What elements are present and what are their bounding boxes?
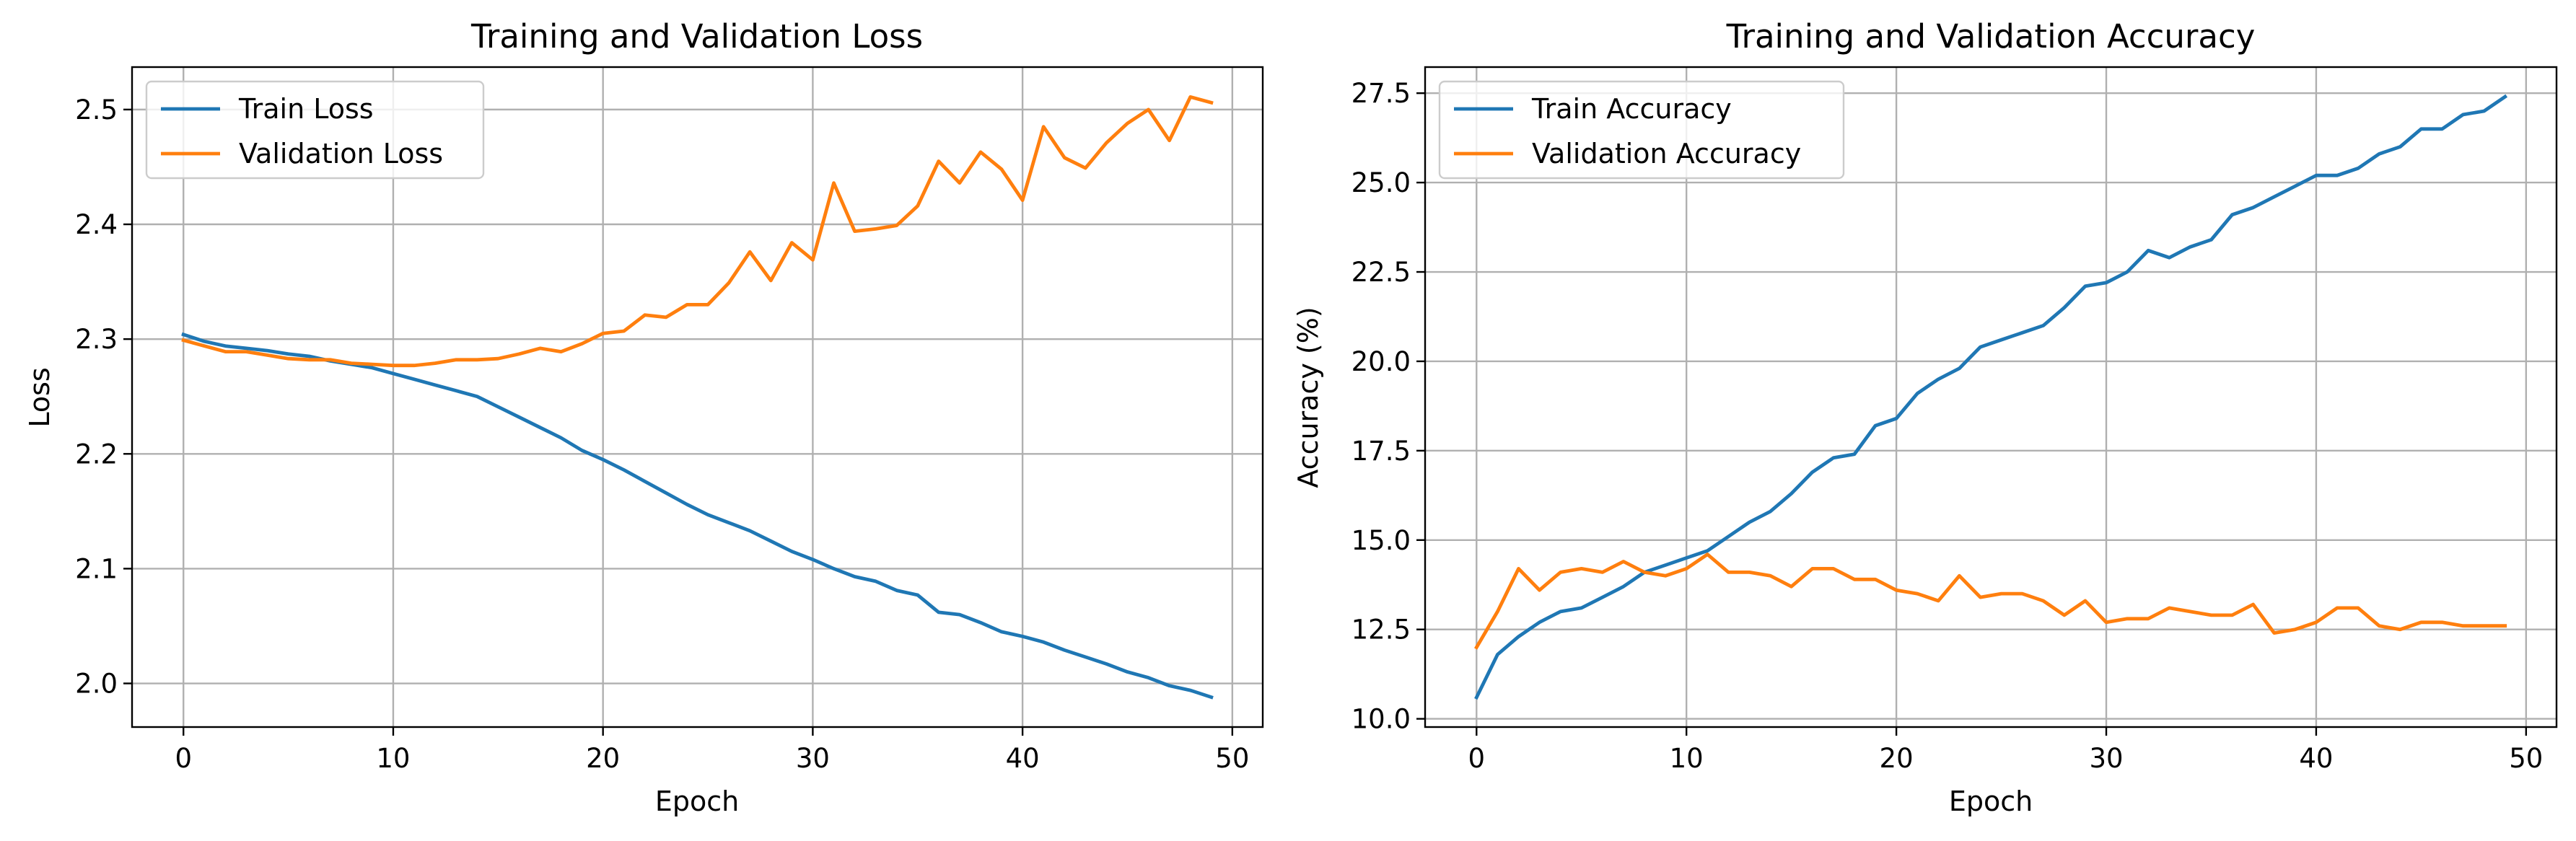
loss-y-axis-label: Loss <box>24 367 56 427</box>
accuracy-x-tick-label: 20 <box>1880 743 1914 774</box>
accuracy-x-tick-label: 50 <box>2509 743 2543 774</box>
accuracy-y-tick-label: 20.0 <box>1351 346 1411 377</box>
accuracy-series-group <box>1474 94 2508 700</box>
accuracy-y-tick-label: 17.5 <box>1351 436 1411 467</box>
accuracy-x-tick-label: 10 <box>1670 743 1704 774</box>
validation-accuracy-line <box>1474 552 2507 650</box>
loss-y-tick-label: 2.5 <box>75 94 118 126</box>
accuracy-y-tick-label: 27.5 <box>1351 78 1411 109</box>
loss-x-tick-label: 20 <box>586 743 620 774</box>
train-accuracy-line <box>1474 94 2508 700</box>
loss-y-tick-label: 2.4 <box>75 209 118 240</box>
loss-chart-title: Training and Validation Loss <box>470 17 923 56</box>
loss-x-tick-label: 30 <box>796 743 830 774</box>
accuracy-y-axis-label: Accuracy (%) <box>1292 307 1324 488</box>
accuracy-chart: 0 10 20 30 40 50 10.0 12.5 15.0 17.5 20.0 22.5 25.0 2… <box>1292 17 2558 817</box>
validation-loss-line <box>181 94 1214 368</box>
accuracy-y-tick-label: 15.0 <box>1351 525 1411 556</box>
loss-y-tick-label: 2.1 <box>75 553 118 584</box>
accuracy-x-tick-label: 40 <box>2299 743 2333 774</box>
loss-chart: 0 10 20 30 40 50 2.0 2.1 2.2 2.3 2.4 2.5 Training a… <box>24 17 1264 817</box>
loss-y-tick-label: 2.2 <box>75 439 118 470</box>
accuracy-x-tick-label: 0 <box>1468 743 1485 774</box>
accuracy-y-tick-label: 10.0 <box>1351 704 1411 735</box>
loss-x-tick-label: 50 <box>1215 743 1249 774</box>
train-loss-legend-label: Train Loss <box>238 93 374 125</box>
loss-grid <box>132 67 1263 727</box>
loss-x-tick-label: 10 <box>376 743 410 774</box>
accuracy-y-tick-label: 25.0 <box>1351 167 1411 198</box>
accuracy-axes: 0 10 20 30 40 50 10.0 12.5 15.0 17.5 20.0 22.5 25.0 2… <box>1351 66 2558 774</box>
accuracy-legend-box <box>1438 80 1845 180</box>
accuracy-plot-frame <box>1424 66 2558 728</box>
train-accuracy-legend-label: Train Accuracy <box>1531 93 1732 125</box>
loss-legend: Train Loss Validation Loss <box>145 80 485 180</box>
loss-legend-box <box>145 80 485 180</box>
validation-loss-legend-label: Validation Loss <box>239 138 443 169</box>
loss-x-tick-label: 0 <box>175 743 192 774</box>
loss-x-tick-label: 40 <box>1006 743 1040 774</box>
loss-series-group <box>181 94 1214 700</box>
accuracy-y-tick-label: 22.5 <box>1351 257 1411 288</box>
accuracy-x-tick-label: 30 <box>2089 743 2123 774</box>
loss-y-tick-label: 2.3 <box>75 324 118 355</box>
loss-plot-frame <box>131 66 1264 728</box>
validation-accuracy-legend-label: Validation Accuracy <box>1532 138 1801 169</box>
accuracy-legend: Train Accuracy Validation Accuracy <box>1438 80 1845 180</box>
loss-axes: 0 10 20 30 40 50 2.0 2.1 2.2 2.3 2.4 2.5 <box>75 66 1264 774</box>
accuracy-chart-title: Training and Validation Accuracy <box>1726 17 2256 56</box>
accuracy-y-tick-label: 12.5 <box>1351 615 1411 646</box>
loss-y-tick-label: 2.0 <box>75 669 118 700</box>
accuracy-x-axis-label: Epoch <box>1949 785 2033 817</box>
loss-x-axis-label: Epoch <box>655 785 739 817</box>
